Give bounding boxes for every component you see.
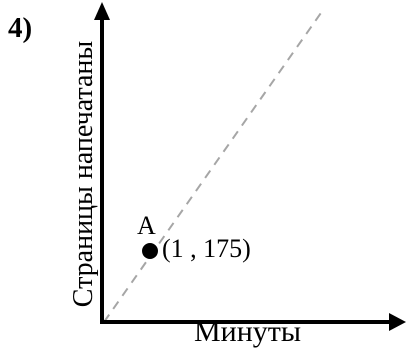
point-a-name: A [137,211,156,240]
point-a-marker [142,243,158,259]
problem-number: 4) [8,12,33,44]
y-axis-arrowhead [94,2,110,20]
x-axis-arrowhead [389,313,406,331]
y-axis-label: Страницы напечатаны [68,40,99,308]
point-a-coordinates: (1 , 175) [162,234,251,263]
x-axis-label: Минуты [194,315,302,348]
dashed-trend-line [103,9,324,323]
